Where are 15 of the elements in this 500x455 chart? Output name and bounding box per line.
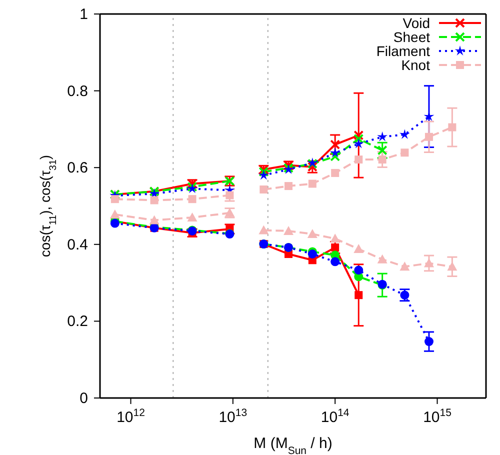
legend-label: Knot — [401, 57, 430, 73]
x-axis-title: M (M$_{Sun}$ / h) — [254, 435, 332, 455]
x-tick-label: 10$^{14}$ — [320, 407, 350, 426]
x-tick-label: 10$^{13}$ — [218, 407, 248, 426]
y-tick-label: 0.2 — [67, 313, 88, 330]
x-tick-label: 10$^{12}$ — [116, 407, 146, 426]
y-tick-label: 0.8 — [67, 82, 88, 100]
x-tick-label: 10$^{15}$ — [423, 407, 452, 426]
y-tick-label: 0.4 — [67, 236, 88, 254]
y-tick-label: 1 — [80, 6, 88, 23]
legend-label: Sheet — [393, 29, 430, 45]
legend-label: Filament — [376, 43, 430, 59]
legend-label: Void — [402, 15, 430, 31]
y-tick-label: 0 — [80, 390, 88, 407]
y-tick-label: 0.6 — [67, 160, 88, 177]
